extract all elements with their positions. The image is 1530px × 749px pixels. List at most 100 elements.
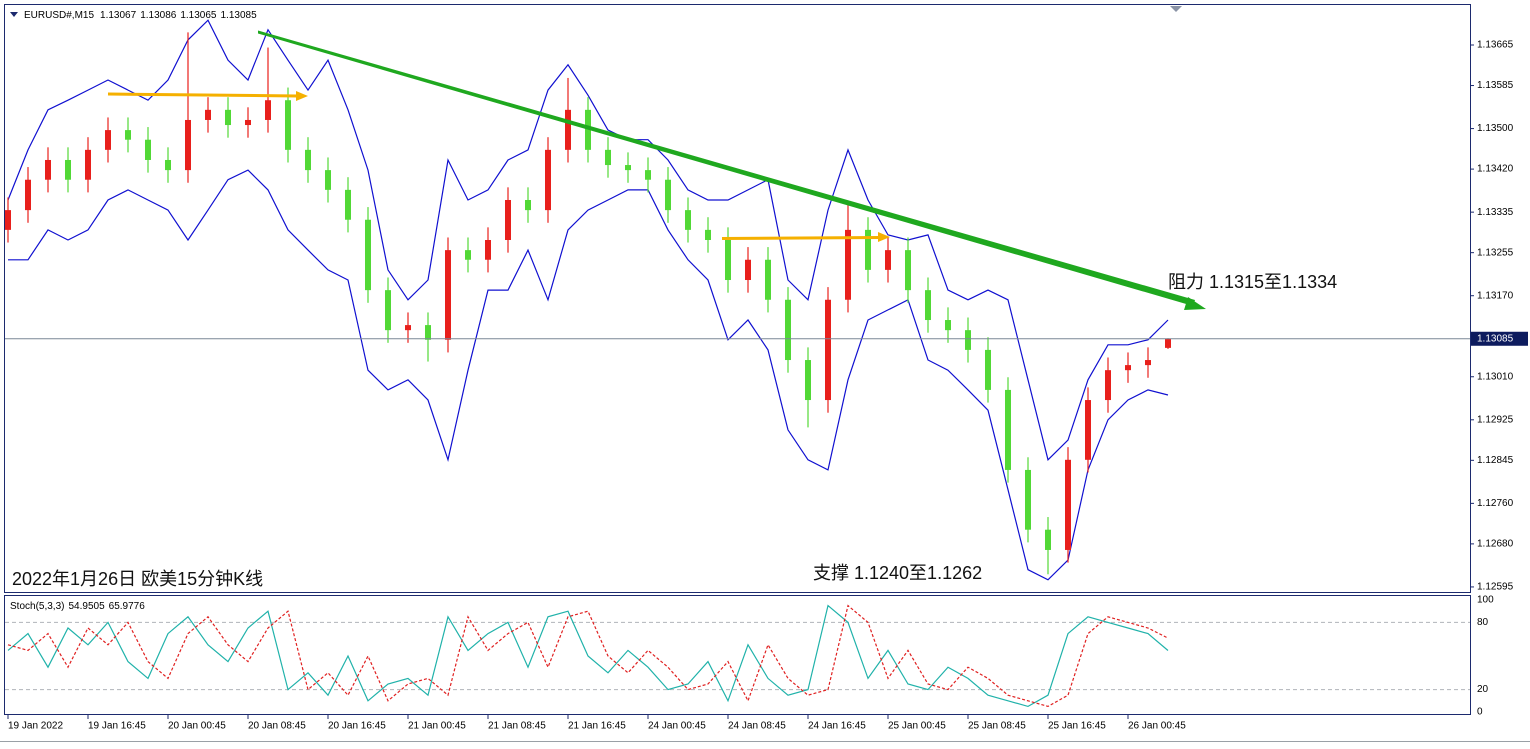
stoch-title: Stoch(5,3,3) (10, 601, 64, 612)
candle-body (785, 299, 791, 361)
candle-body (185, 119, 191, 171)
trend-arrowhead (1184, 297, 1206, 310)
x-tick-label: 26 Jan 00:45 (1128, 721, 1186, 732)
x-tick-label: 20 Jan 16:45 (328, 721, 386, 732)
candle-body (625, 165, 631, 171)
x-tick-label: 24 Jan 00:45 (648, 721, 706, 732)
y-tick-label: 1.13420 (1477, 164, 1514, 175)
level-arrow (107, 92, 299, 98)
band-upper (7, 19, 1169, 461)
candle-body (105, 130, 111, 150)
level-arrowhead (296, 91, 308, 101)
menu-marker (10, 12, 18, 17)
candle-body (405, 325, 411, 331)
y-tick-label: 1.13500 (1477, 123, 1514, 134)
main-panel (4, 4, 1471, 593)
candle-body (545, 149, 551, 211)
chart-caption: 2022年1月26日 欧美15分钟K线 (12, 569, 263, 589)
candle-body (325, 170, 331, 190)
resistance-note: 阻力 1.1315至1.1334 (1168, 272, 1337, 292)
header-low: 1.13065 (180, 10, 217, 21)
price-label-box (1471, 331, 1528, 346)
candle-body (1165, 338, 1171, 348)
candle-body (605, 149, 611, 166)
y-tick-label: 1.13255 (1477, 247, 1514, 258)
x-tick-label: 19 Jan 2022 (8, 721, 63, 732)
candle-body (1145, 360, 1151, 366)
candle-body (645, 170, 651, 180)
y-tick-label: 80 (1477, 617, 1489, 628)
candle-body (385, 290, 391, 331)
candle-body (1045, 529, 1051, 550)
candle-body (965, 330, 971, 350)
candle-body (525, 199, 531, 211)
level-arrow (721, 236, 881, 240)
header-open: 1.13067 (100, 10, 137, 21)
candle-body (505, 199, 511, 241)
candle-body (845, 229, 851, 300)
y-tick-label: 1.12760 (1477, 498, 1514, 509)
y-tick-label: 1.12925 (1477, 414, 1514, 425)
x-tick-label: 25 Jan 16:45 (1048, 721, 1106, 732)
stoch-header: Stoch(5,3,3) 54.9505 65.9776 (10, 601, 145, 612)
main-layer: 1.12595 1.12680 1.12760 1.12845 1.12925 1.130… (5, 19, 1528, 732)
y-tick-label: 1.13665 (1477, 40, 1514, 51)
candle-body (145, 139, 151, 160)
candle-body (1085, 400, 1091, 460)
candle-body (165, 159, 171, 171)
candle-body (705, 229, 711, 241)
candle-body (245, 119, 251, 126)
candle-body (985, 349, 991, 390)
candle-body (205, 109, 211, 120)
y-tick-label: 20 (1477, 684, 1489, 695)
candle-body (585, 109, 591, 150)
y-tick-label: 1.13010 (1477, 371, 1514, 382)
stoch-line (7, 604, 1169, 708)
candle-body (865, 229, 871, 270)
band-lower (8, 169, 1169, 581)
candle-body (805, 360, 811, 401)
candle-body (725, 240, 731, 281)
candle-body (1125, 365, 1131, 371)
candle-body (365, 219, 371, 291)
y-tick-label: 1.12845 (1477, 455, 1514, 466)
x-tick-label: 21 Jan 08:45 (488, 721, 546, 732)
candle-body (85, 149, 91, 180)
x-tick-label: 25 Jan 08:45 (968, 721, 1026, 732)
level-arrowhead (878, 232, 890, 242)
stoch-d-value: 65.9776 (109, 601, 146, 612)
candle-body (125, 130, 131, 140)
candle-body (25, 179, 31, 211)
candle-body (445, 250, 451, 340)
candle-body (905, 250, 911, 291)
y-tick-label: 1.12680 (1477, 539, 1514, 550)
candle-body (45, 159, 51, 180)
y-tick-label: 1.12595 (1477, 582, 1514, 593)
header-close: 1.13085 (221, 10, 258, 21)
candle-body (825, 299, 831, 401)
candle-body (885, 250, 891, 270)
candle-body (265, 100, 271, 120)
x-tick-label: 24 Jan 16:45 (808, 721, 866, 732)
candle-body (65, 159, 71, 180)
y-tick-label: 100 (1477, 595, 1494, 606)
candle-body (5, 210, 11, 230)
header-high: 1.13086 (140, 10, 177, 21)
x-tick-label: 19 Jan 16:45 (88, 721, 146, 732)
symbol: EURUSD#,M15 (24, 10, 94, 21)
candle-body (1105, 370, 1111, 401)
x-tick-label: 24 Jan 08:45 (728, 721, 786, 732)
x-tick-label: 25 Jan 00:45 (888, 721, 946, 732)
candle-body (465, 250, 471, 260)
candle-body (285, 100, 291, 150)
candle-body (565, 109, 571, 150)
stoch-panel (4, 595, 1471, 715)
shift-marker (1170, 6, 1182, 12)
y-tick-label: 1.13335 (1477, 207, 1514, 218)
y-tick-label: 0 (1477, 707, 1483, 718)
candle-body (945, 320, 951, 331)
candle-body (1005, 389, 1011, 470)
